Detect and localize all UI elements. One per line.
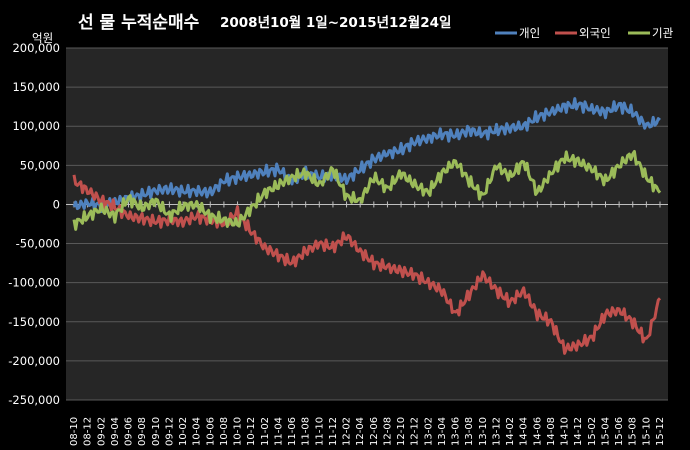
x-tick-label: 09-10 xyxy=(151,417,162,446)
x-tick-label: 10-12 xyxy=(246,417,257,446)
series-line-1 xyxy=(72,97,661,213)
y-tick-label: 100,000 xyxy=(12,119,60,133)
x-tick-label: 11-12 xyxy=(328,417,339,446)
x-tick-label: 09-02 xyxy=(96,417,107,446)
series-line-3 xyxy=(72,149,662,231)
y-tick-label: 50,000 xyxy=(20,158,60,172)
chart-title-sub: 2008년10월 1일~2015년12월24일 xyxy=(220,14,451,31)
x-tick-label: 10-04 xyxy=(192,417,203,446)
x-tick-label: 14-02 xyxy=(505,417,516,446)
x-tick-label: 08-10 xyxy=(69,417,80,446)
x-tick-label: 12-02 xyxy=(342,417,353,446)
x-tick-label: 10-02 xyxy=(178,417,189,446)
legend-label: 개인 xyxy=(519,26,540,40)
x-tick-label: 12-08 xyxy=(382,417,393,446)
legend: 개인 외국인 기관 xyxy=(495,26,674,40)
x-tick-label: 13-06 xyxy=(451,417,462,446)
x-tick-label: 11-08 xyxy=(301,417,312,446)
y-tick-label: 150,000 xyxy=(12,80,60,94)
y-tick-label: 0 xyxy=(53,197,60,211)
x-tick-label: 15-10 xyxy=(641,417,652,446)
x-tick-label: 10-06 xyxy=(205,417,216,446)
chart-title-main: 선 물 누적순매수 xyxy=(78,13,200,33)
legend-label: 기관 xyxy=(652,26,674,40)
y-tick-label: -200,000 xyxy=(8,354,60,368)
x-tick-label: 11-04 xyxy=(273,417,284,446)
y-tick-label: -150,000 xyxy=(8,315,60,329)
series-lines xyxy=(72,97,662,355)
x-tick-label: 15-02 xyxy=(587,417,598,446)
x-tick-label: 14-04 xyxy=(519,417,530,446)
x-tick-label: 14-12 xyxy=(573,417,584,446)
x-tick-label: 12-10 xyxy=(396,417,407,446)
x-tick-label: 10-10 xyxy=(233,417,244,446)
x-tick-label: 13-12 xyxy=(491,417,502,446)
x-tick-label: 13-04 xyxy=(437,417,448,446)
x-tick-label: 09-08 xyxy=(137,417,148,446)
x-tick-label: 09-04 xyxy=(110,417,121,446)
x-tick-label: 12-12 xyxy=(410,417,421,446)
x-tick-label: 11-10 xyxy=(314,417,325,446)
legend-label: 외국인 xyxy=(579,26,611,40)
x-tick-label: 12-04 xyxy=(355,417,366,446)
y-tick-label: -50,000 xyxy=(16,237,60,251)
y-tick-label: 200,000 xyxy=(12,41,60,55)
x-tick-label: 14-06 xyxy=(532,417,543,446)
x-tick-label: 15-04 xyxy=(600,417,611,446)
x-tick-label: 11-02 xyxy=(260,417,271,446)
x-tick-label: 14-10 xyxy=(560,417,571,446)
x-axis-ticks: 08-10 08-12 09-02 09-04 09-06 09-08 09-10 09-12… xyxy=(69,417,666,446)
x-tick-label: 13-10 xyxy=(478,417,489,446)
y-axis-unit-label: 억원 xyxy=(32,31,53,45)
x-tick-label: 11-06 xyxy=(287,417,298,446)
x-tick-label: 08-12 xyxy=(83,417,94,446)
x-tick-label: 13-08 xyxy=(464,417,475,446)
x-tick-label: 12-06 xyxy=(369,417,380,446)
x-tick-label: 15-12 xyxy=(655,417,666,446)
x-tick-label: 13-02 xyxy=(423,417,434,446)
x-tick-label: 09-12 xyxy=(164,417,175,446)
y-axis-ticks: 200,000 150,000 100,000 50,000 0 -50,000 -100,… xyxy=(8,41,60,407)
y-tick-label: -100,000 xyxy=(8,276,60,290)
x-tick-label: 14-08 xyxy=(546,417,557,446)
x-tick-label: 15-06 xyxy=(614,417,625,446)
x-tick-label: 15-08 xyxy=(628,417,639,446)
x-tick-label: 10-08 xyxy=(219,417,230,446)
y-tick-label: -250,000 xyxy=(8,393,60,407)
x-tick-label: 09-06 xyxy=(124,417,135,446)
